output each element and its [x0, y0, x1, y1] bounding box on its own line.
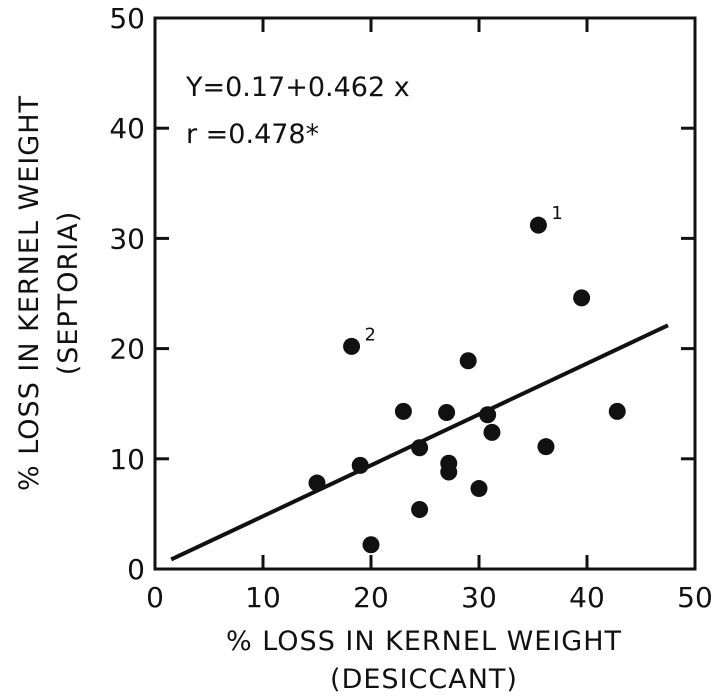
plot-frame	[153, 16, 697, 571]
data-point-3	[362, 536, 380, 554]
y-axis-title: % LOSS IN KERNEL WEIGHT	[14, 95, 45, 491]
data-point-17	[608, 402, 626, 420]
data-point-4	[394, 402, 412, 420]
data-point-7	[438, 404, 456, 422]
x-axis-title: % LOSS IN KERNEL WEIGHT	[226, 626, 622, 657]
data-point-10	[459, 352, 477, 370]
y-tick-label-3: 30	[109, 222, 145, 255]
data-point-14	[529, 216, 547, 234]
data-point-16	[573, 289, 591, 307]
y-tick-label-2: 20	[109, 333, 145, 366]
x-tick-label-3: 30	[461, 581, 497, 614]
x-tick-label-2: 20	[353, 581, 389, 614]
data-point-0	[308, 474, 326, 492]
x-tick-label-0: 0	[146, 581, 164, 614]
y-axis-subtitle: (SEPTORIA)	[53, 211, 84, 376]
y-tick-label-1: 10	[109, 443, 145, 476]
data-point-2	[351, 456, 369, 474]
data-point-5	[411, 500, 429, 518]
x-tick-label-1: 10	[245, 581, 281, 614]
y-tick-label-4: 40	[109, 112, 145, 145]
y-tick-label-5: 50	[109, 2, 145, 35]
data-point-12	[479, 406, 497, 424]
regression-equation: Y=0.17+0.462 x	[185, 72, 410, 103]
point-label-2: 2	[365, 324, 376, 345]
data-point-11	[470, 480, 488, 498]
x-axis-subtitle: (DESICCANT)	[330, 664, 518, 695]
data-point-15	[537, 438, 555, 456]
x-tick-label-4: 40	[569, 581, 605, 614]
data-point-13	[483, 423, 501, 441]
point-label-1: 1	[551, 203, 562, 224]
y-tick-label-0: 0	[127, 553, 145, 586]
x-tick-label-5: 50	[677, 581, 713, 614]
data-point-6	[411, 439, 429, 457]
data-point-1	[343, 337, 361, 355]
data-point-9	[440, 463, 458, 481]
correlation-coefficient: r =0.478*	[186, 119, 319, 150]
